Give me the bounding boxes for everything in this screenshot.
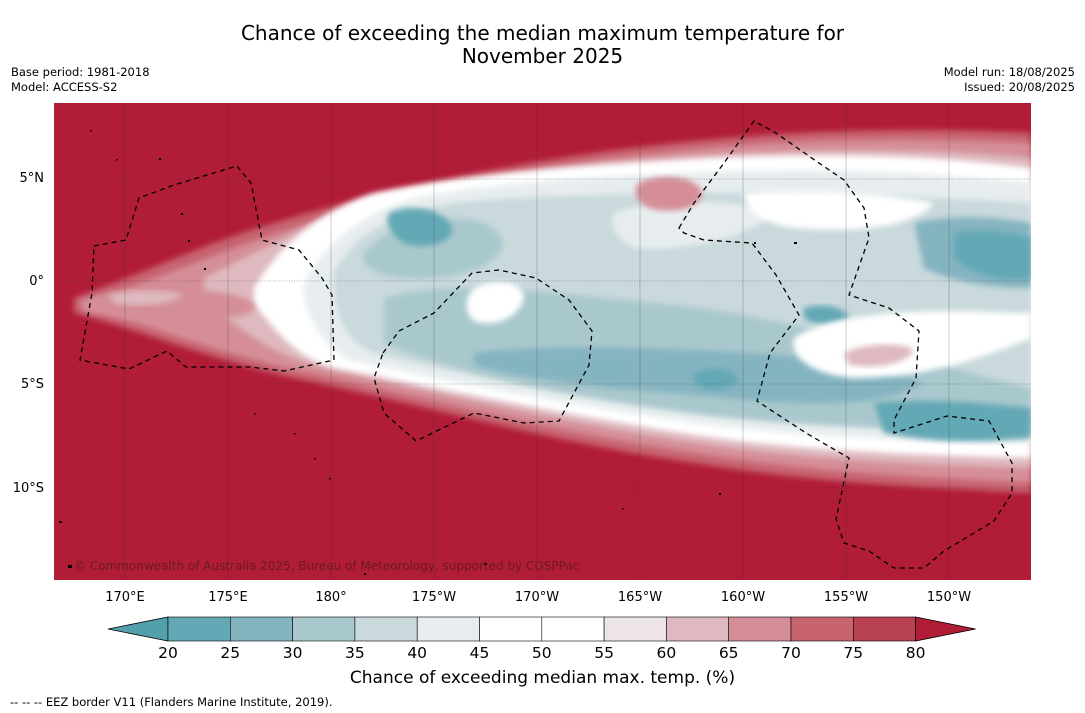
colorbar-swatch <box>354 616 418 642</box>
colorbar-swatch <box>790 616 854 642</box>
colorbar-tick-label: 40 <box>407 644 428 662</box>
model-name: Model: ACCESS-S2 <box>11 80 118 94</box>
meta-right: Model run: 18/08/2025 Issued: 20/08/2025 <box>944 65 1075 95</box>
colorbar-tick-label: 80 <box>905 644 926 662</box>
colorbar-tick-label: 65 <box>718 644 739 662</box>
lon-label: 170°W <box>514 590 560 605</box>
colorbar-tick-label: 45 <box>469 644 490 662</box>
title-line-2: November 2025 <box>461 44 624 68</box>
colorbar-tick-label: 60 <box>656 644 677 662</box>
lon-label: 165°W <box>617 590 663 605</box>
colorbar-tick-label: 35 <box>345 644 365 662</box>
colorbar-label: Chance of exceeding median max. temp. (%… <box>349 668 736 688</box>
colorbar <box>107 616 978 648</box>
colorbar-swatch <box>292 616 356 642</box>
lat-label: 5°S <box>20 377 44 392</box>
lat-label: 10°S <box>12 481 44 496</box>
chart-title: Chance of exceeding the median maximum t… <box>0 22 1085 68</box>
meta-left: Base period: 1981-2018 Model: ACCESS-S2 <box>11 65 150 95</box>
colorbar-swatch <box>167 616 231 642</box>
colorbar-extend-high <box>915 616 976 642</box>
colorbar-swatch <box>230 616 293 642</box>
colorbar-tick-label: 30 <box>282 644 303 662</box>
colorbar-extend-low <box>107 616 169 642</box>
lon-label: 160°W <box>720 590 766 605</box>
copyright-text: © Commonwealth of Australia 2025, Bureau… <box>74 559 580 573</box>
probability-map: © Commonwealth of Australia 2025, Bureau… <box>54 103 1031 580</box>
model-run: Model run: 18/08/2025 <box>943 65 1075 79</box>
lon-label: 180° <box>315 590 347 605</box>
lon-label: 175°W <box>411 590 457 605</box>
colorbar-swatch <box>666 616 730 642</box>
lat-label: 5°N <box>19 171 45 186</box>
colorbar-swatches <box>107 616 976 642</box>
lon-label: 155°W <box>823 590 869 605</box>
colorbar-tick-label: 70 <box>781 644 801 662</box>
colorbar-swatch <box>852 616 916 642</box>
eez-legend: -- -- -- EEZ border V11 (Flanders Marine… <box>10 695 333 709</box>
lon-label: 170°E <box>105 590 145 605</box>
lat-label: 0° <box>29 274 44 289</box>
colorbar-tick-label: 55 <box>594 644 614 662</box>
lon-label: 150°W <box>926 590 972 605</box>
colorbar-swatch <box>541 616 605 642</box>
issued-date: Issued: 20/08/2025 <box>964 80 1075 94</box>
colorbar-swatch <box>479 616 543 642</box>
colorbar-tick-label: 75 <box>843 644 864 662</box>
colorbar-tick-label: 20 <box>158 644 178 662</box>
title-line-1: Chance of exceeding the median maximum t… <box>240 21 845 45</box>
lon-label: 175°E <box>208 590 248 605</box>
colorbar-tick-label: 25 <box>220 644 241 662</box>
colorbar-swatch <box>603 616 667 642</box>
colorbar-swatch <box>416 616 480 642</box>
colorbar-tick-label: 50 <box>531 644 552 662</box>
colorbar-swatch <box>728 616 792 642</box>
base-period: Base period: 1981-2018 <box>11 65 150 79</box>
